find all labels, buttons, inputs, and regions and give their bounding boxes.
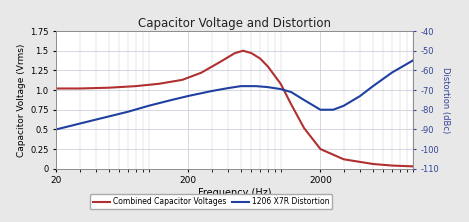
Combined Capacitor Voltages [232,52,238,54]
Y-axis label: Distortion (dBc): Distortion (dBc) [441,67,450,133]
Title: Capacitor Voltage and Distortion: Capacitor Voltage and Distortion [138,17,331,30]
Line: Combined Capacitor Voltages: Combined Capacitor Voltages [56,51,413,166]
Combined Capacitor Voltages [77,87,83,90]
Combined Capacitor Voltages [370,163,376,165]
1206 X7R Distortion [318,108,323,111]
1206 X7R Distortion [341,105,347,107]
Combined Capacitor Voltages [257,57,263,60]
Combined Capacitor Voltages [53,87,59,90]
Combined Capacitor Voltages [389,164,395,167]
Combined Capacitor Voltages [106,86,112,89]
1206 X7R Distortion [278,88,283,90]
1206 X7R Distortion [225,87,231,89]
1206 X7R Distortion [209,90,214,92]
Y-axis label: Capacitor Voltage (Vrms): Capacitor Voltage (Vrms) [17,43,26,157]
1206 X7R Distortion [146,105,151,107]
Line: 1206 X7R Distortion: 1206 X7R Distortion [56,61,413,129]
1206 X7R Distortion [186,95,191,97]
Combined Capacitor Voltages [180,79,185,81]
1206 X7R Distortion [357,95,363,97]
1206 X7R Distortion [169,99,174,101]
Legend: Combined Capacitor Voltages, 1206 X7R Distortion: Combined Capacitor Voltages, 1206 X7R Di… [90,194,333,209]
Combined Capacitor Voltages [265,65,271,68]
Combined Capacitor Voltages [278,82,283,85]
1206 X7R Distortion [253,85,259,87]
1206 X7R Distortion [53,128,59,131]
Combined Capacitor Voltages [410,165,416,168]
Combined Capacitor Voltages [301,127,307,129]
Combined Capacitor Voltages [156,82,162,85]
Combined Capacitor Voltages [288,103,294,105]
Combined Capacitor Voltages [240,50,246,52]
1206 X7R Distortion [125,110,131,113]
1206 X7R Distortion [330,108,336,111]
Combined Capacitor Voltages [218,60,223,63]
Combined Capacitor Voltages [198,71,204,74]
Combined Capacitor Voltages [249,52,254,54]
X-axis label: Frequency (Hz): Frequency (Hz) [198,188,271,198]
1206 X7R Distortion [238,85,244,87]
1206 X7R Distortion [410,59,416,62]
1206 X7R Distortion [389,71,395,74]
1206 X7R Distortion [301,99,307,101]
1206 X7R Distortion [370,85,376,87]
1206 X7R Distortion [288,91,294,93]
Combined Capacitor Voltages [318,148,323,150]
Combined Capacitor Voltages [341,158,347,161]
1206 X7R Distortion [93,118,99,121]
Combined Capacitor Voltages [133,85,139,87]
1206 X7R Distortion [265,86,271,88]
